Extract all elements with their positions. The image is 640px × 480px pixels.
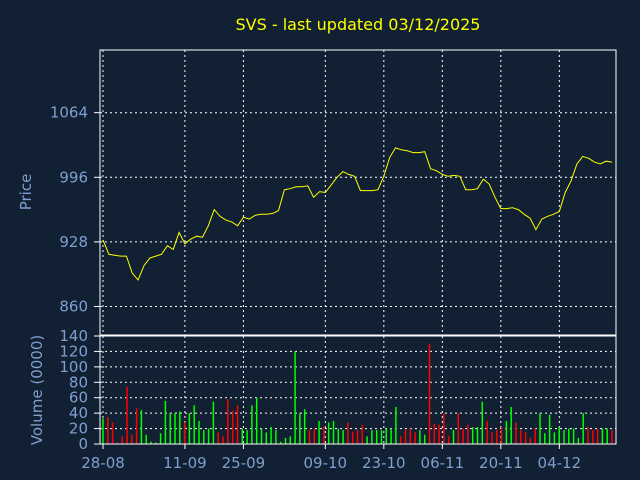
volume-tick-label: 120 bbox=[59, 342, 88, 360]
volume-tick-label: 140 bbox=[59, 327, 88, 345]
price-grid bbox=[100, 50, 616, 335]
price-frame bbox=[99, 49, 617, 336]
volume-tick-label: 40 bbox=[69, 404, 88, 422]
volume-frame bbox=[99, 335, 617, 445]
price-line bbox=[102, 147, 613, 281]
volume-bars bbox=[102, 343, 613, 444]
price-tick-label: 996 bbox=[59, 168, 88, 186]
price-axis-label: Price bbox=[17, 174, 35, 211]
volume-tick-label: 60 bbox=[69, 389, 88, 407]
x-tick-label: 11-09 bbox=[163, 454, 207, 472]
x-tick-label: 25-09 bbox=[222, 454, 266, 472]
volume-axis-label: Volume (0000) bbox=[28, 335, 46, 445]
price-y-ticks: 860 928 996 1064 bbox=[50, 104, 100, 316]
chart-title: SVS - last updated 03/12/2025 bbox=[236, 15, 481, 34]
price-tick-label: 928 bbox=[59, 233, 88, 251]
volume-tick-label: 20 bbox=[69, 420, 88, 438]
volume-tick-label: 100 bbox=[59, 358, 88, 376]
x-tick-label: 20-11 bbox=[479, 454, 523, 472]
price-tick-label: 860 bbox=[59, 298, 88, 316]
price-panel: 860 928 996 1064 Price bbox=[17, 49, 617, 336]
price-tick-label: 1064 bbox=[50, 104, 88, 122]
x-axis-ticks: 28-08 11-09 25-09 09-10 23-10 06-11 20-11 04-12 bbox=[81, 444, 581, 472]
x-tick-label: 23-10 bbox=[362, 454, 406, 472]
x-tick-label: 09-10 bbox=[304, 454, 348, 472]
volume-tick-label: 80 bbox=[69, 373, 88, 391]
x-tick-label: 28-08 bbox=[81, 454, 125, 472]
x-tick-label: 06-11 bbox=[421, 454, 465, 472]
volume-tick-label: 0 bbox=[78, 435, 88, 453]
x-tick-label: 04-12 bbox=[538, 454, 582, 472]
